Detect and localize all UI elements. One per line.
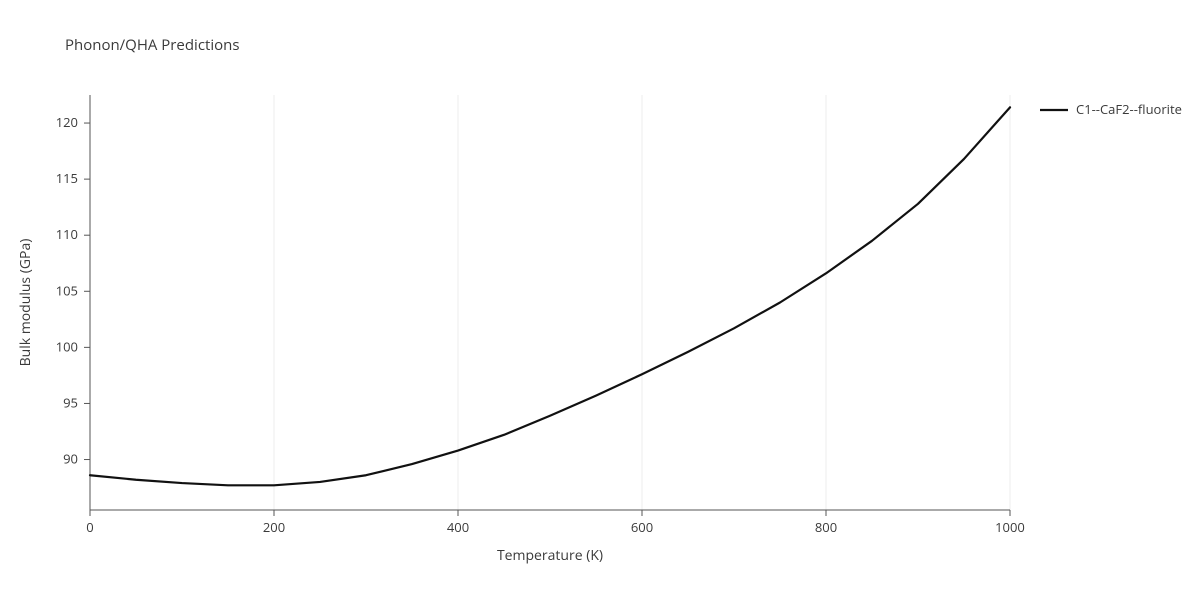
series-line xyxy=(90,107,1010,485)
y-tick-label: 95 xyxy=(63,393,78,411)
legend-label: C1--CaF2--fluorite xyxy=(1076,100,1182,118)
y-axis-label: Bulk modulus (GPa) xyxy=(16,239,35,367)
y-tick-label: 120 xyxy=(56,113,78,131)
y-tick-label: 90 xyxy=(63,450,78,468)
x-axis-label: Temperature (K) xyxy=(497,546,603,565)
chart-canvas: 0 200 400 600 800 1000 90 95 100 105 110 115 120 Temp… xyxy=(0,0,1200,600)
x-tick-label: 400 xyxy=(447,518,469,536)
y-tick-label: 115 xyxy=(56,169,78,187)
x-tick-label: 200 xyxy=(263,518,285,536)
chart-title: Phonon/QHA Predictions xyxy=(65,35,240,55)
x-tick-label: 800 xyxy=(815,518,837,536)
y-tick-label: 105 xyxy=(56,281,78,299)
x-tick-label: 0 xyxy=(86,518,93,536)
x-tick-label: 600 xyxy=(631,518,653,536)
y-tick-label: 110 xyxy=(56,225,78,243)
y-tick-label: 100 xyxy=(56,337,78,355)
x-tick-label: 1000 xyxy=(995,518,1025,536)
